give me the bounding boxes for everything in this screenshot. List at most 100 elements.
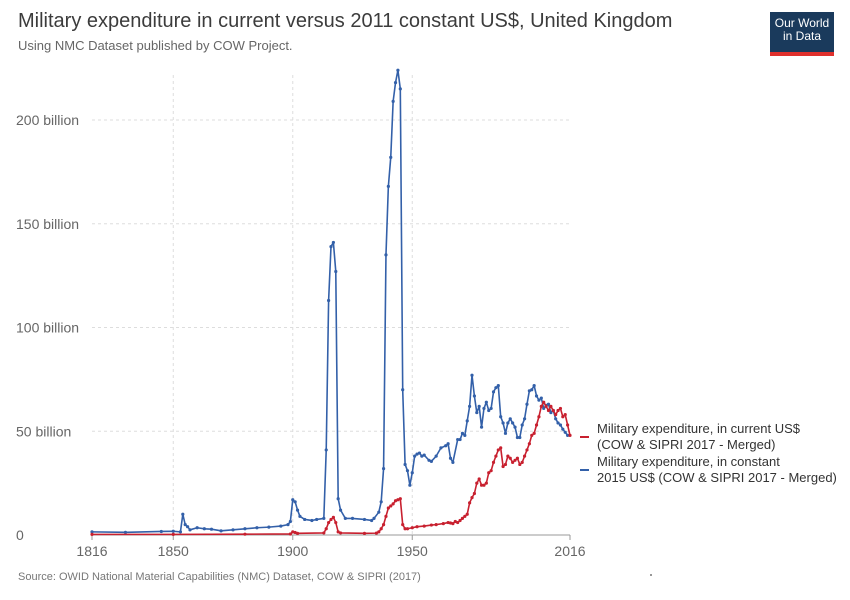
data-point[interactable]: [327, 298, 331, 303]
owid-logo[interactable]: Our World in Data: [770, 12, 834, 56]
data-point[interactable]: [563, 430, 567, 434]
data-point[interactable]: [549, 410, 553, 415]
data-point[interactable]: [568, 433, 572, 437]
data-point[interactable]: [515, 456, 520, 460]
data-point[interactable]: [298, 514, 302, 518]
data-point[interactable]: [456, 437, 460, 442]
data-point[interactable]: [427, 458, 431, 462]
data-point[interactable]: [530, 388, 534, 392]
data-point[interactable]: [195, 526, 199, 530]
data-point[interactable]: [90, 530, 94, 534]
data-point[interactable]: [401, 388, 405, 392]
data-point[interactable]: [475, 410, 479, 415]
data-point[interactable]: [561, 415, 565, 419]
data-point[interactable]: [336, 497, 340, 501]
data-point[interactable]: [310, 518, 314, 523]
legend-label[interactable]: Military expenditure, in constant 2015 US…: [597, 454, 837, 485]
data-point[interactable]: [489, 469, 493, 473]
data-point[interactable]: [537, 415, 541, 419]
data-point[interactable]: [288, 532, 292, 536]
data-point[interactable]: [477, 404, 481, 408]
data-point[interactable]: [503, 462, 508, 467]
data-point[interactable]: [554, 417, 558, 421]
data-point[interactable]: [429, 459, 433, 463]
data-point[interactable]: [202, 527, 206, 531]
data-point[interactable]: [410, 471, 414, 475]
data-point[interactable]: [563, 413, 567, 417]
data-point[interactable]: [546, 408, 551, 413]
data-point[interactable]: [522, 417, 527, 421]
data-point[interactable]: [470, 496, 474, 500]
data-point[interactable]: [468, 501, 472, 505]
data-point[interactable]: [295, 508, 300, 512]
data-point[interactable]: [460, 431, 465, 435]
data-point[interactable]: [384, 253, 388, 257]
data-point[interactable]: [499, 446, 503, 450]
data-point[interactable]: [546, 402, 551, 406]
data-point[interactable]: [487, 408, 491, 413]
data-point[interactable]: [186, 525, 190, 529]
data-point[interactable]: [181, 512, 185, 516]
data-point[interactable]: [410, 526, 414, 530]
data-point[interactable]: [441, 521, 445, 526]
data-point[interactable]: [393, 81, 398, 85]
legend-label[interactable]: Military expenditure, in current US$ (COW…: [597, 421, 801, 452]
data-point[interactable]: [362, 531, 367, 535]
data-point[interactable]: [403, 527, 407, 531]
data-point[interactable]: [374, 531, 379, 535]
data-point[interactable]: [295, 531, 300, 535]
data-point[interactable]: [513, 458, 517, 462]
data-point[interactable]: [429, 523, 433, 527]
data-point[interactable]: [527, 442, 531, 446]
data-point[interactable]: [484, 481, 488, 485]
data-point[interactable]: [503, 431, 508, 435]
data-point[interactable]: [518, 462, 522, 467]
data-point[interactable]: [551, 408, 555, 413]
data-point[interactable]: [243, 532, 247, 536]
data-point[interactable]: [90, 532, 94, 536]
data-point[interactable]: [558, 406, 563, 411]
data-point[interactable]: [329, 244, 333, 249]
data-point[interactable]: [389, 504, 393, 508]
data-point[interactable]: [336, 530, 340, 534]
data-point[interactable]: [520, 460, 524, 464]
data-point[interactable]: [513, 425, 517, 429]
data-point[interactable]: [408, 483, 412, 487]
data-point[interactable]: [494, 386, 498, 390]
data-point[interactable]: [403, 462, 407, 467]
data-point[interactable]: [525, 402, 529, 406]
data-point[interactable]: [439, 446, 443, 450]
data-point[interactable]: [420, 454, 424, 458]
data-point[interactable]: [561, 427, 565, 431]
data-point[interactable]: [539, 404, 543, 408]
data-point[interactable]: [566, 433, 570, 437]
data-point[interactable]: [494, 454, 498, 458]
data-point[interactable]: [286, 523, 290, 527]
data-point[interactable]: [334, 520, 338, 525]
data-point[interactable]: [405, 469, 410, 473]
data-point[interactable]: [558, 423, 563, 427]
data-point[interactable]: [444, 444, 448, 448]
data-point[interactable]: [422, 453, 426, 457]
data-point[interactable]: [549, 404, 553, 408]
data-point[interactable]: [417, 451, 422, 455]
data-point[interactable]: [159, 529, 163, 534]
data-point[interactable]: [475, 481, 479, 485]
data-point[interactable]: [465, 512, 469, 516]
data-point[interactable]: [393, 499, 398, 503]
data-point[interactable]: [496, 384, 500, 388]
data-point[interactable]: [188, 528, 192, 532]
data-point[interactable]: [381, 467, 386, 471]
data-point[interactable]: [386, 506, 390, 510]
data-point[interactable]: [329, 517, 333, 522]
data-point[interactable]: [453, 519, 457, 524]
data-point[interactable]: [324, 527, 328, 531]
data-point[interactable]: [327, 520, 331, 525]
data-point[interactable]: [537, 398, 541, 402]
data-point[interactable]: [487, 471, 491, 475]
data-point[interactable]: [171, 529, 175, 533]
data-point[interactable]: [434, 523, 438, 527]
data-point[interactable]: [322, 531, 326, 535]
data-point[interactable]: [396, 68, 400, 72]
data-point[interactable]: [377, 510, 381, 514]
